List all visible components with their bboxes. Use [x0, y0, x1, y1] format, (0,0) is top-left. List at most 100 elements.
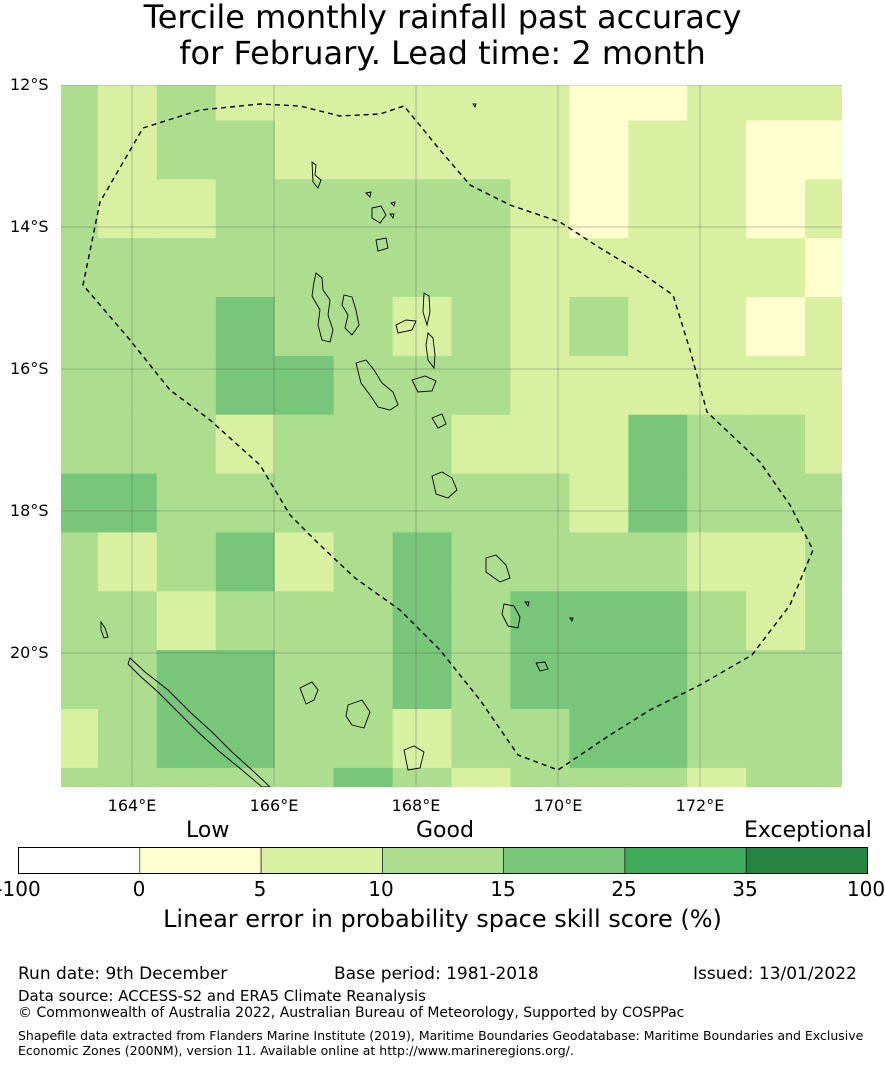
- grid-cell: [805, 414, 842, 475]
- grid-cell: [569, 355, 629, 416]
- colorbar-segment: [382, 847, 504, 874]
- loyalty-islands-lifou: [345, 699, 371, 729]
- epi-island: [431, 413, 447, 429]
- grid-cell: [451, 591, 511, 651]
- gaua-island: [371, 205, 387, 224]
- grid-cell: [628, 238, 688, 298]
- grid-cell: [61, 355, 99, 416]
- grid-cell: [215, 120, 276, 180]
- grid-cell: [156, 591, 217, 651]
- grid-cell: [510, 120, 570, 180]
- grid-cell: [805, 85, 842, 122]
- grid-cell: [97, 120, 158, 180]
- grid-cell: [61, 179, 99, 239]
- grid-cell: [392, 591, 453, 651]
- maewo-island: [422, 292, 431, 327]
- grid-cell: [61, 414, 99, 475]
- colorbar-tick-2: 5: [253, 877, 267, 901]
- grid-cell: [61, 297, 99, 357]
- grid-cell: [215, 414, 276, 475]
- colorbar-segment: [503, 847, 626, 874]
- grid-cell: [333, 414, 394, 475]
- grid-cell: [805, 179, 842, 239]
- grid-cell: [746, 591, 806, 651]
- grid-cell: [97, 591, 158, 651]
- grid-cell: [274, 238, 335, 298]
- small-island-4: [472, 103, 477, 109]
- grid-cell: [333, 532, 394, 592]
- grid-cell: [805, 650, 842, 710]
- grid-cell: [746, 120, 806, 180]
- lat-label-18s: 18°S: [10, 501, 49, 520]
- grid-cell: [215, 709, 276, 769]
- grid-cell: [333, 650, 394, 710]
- base-period: Base period: 1981-2018: [334, 964, 539, 984]
- grid-cell: [156, 709, 217, 769]
- colorbar-tick-1: 0: [132, 877, 146, 901]
- vanua-lava-island: [375, 237, 389, 252]
- grid-cell: [451, 767, 511, 787]
- grid-cell: [687, 650, 747, 710]
- grid-cell: [805, 355, 842, 416]
- grid-cell: [628, 414, 688, 475]
- lat-label-20s: 20°S: [10, 643, 49, 662]
- small-island-3: [389, 213, 395, 220]
- grid-cell: [61, 120, 99, 180]
- lon-label-164e: 164°E: [107, 796, 157, 815]
- grid-cell: [392, 650, 453, 710]
- grid-cell: [215, 591, 276, 651]
- grid-cell: [156, 85, 217, 122]
- colorbar-tick-3: 10: [368, 877, 394, 901]
- legend-category-exceptional: Exceptional: [744, 818, 872, 843]
- grid-cell: [569, 767, 629, 787]
- grid-cell: [451, 238, 511, 298]
- grid-cell: [569, 591, 629, 651]
- grid-cell: [451, 650, 511, 710]
- grid-cell: [805, 767, 842, 787]
- grid-cell: [746, 85, 806, 122]
- colorbar-segment: [624, 847, 747, 874]
- grid-cell: [392, 297, 453, 357]
- grid-cell: [628, 355, 688, 416]
- grid-cell: [97, 473, 158, 534]
- grid-cell: [569, 473, 629, 534]
- ambae-island: [395, 319, 417, 334]
- grid-cell: [628, 297, 688, 357]
- shapefile-credit-line2: Economic Zones (200NM), version 11. Avai…: [18, 1043, 574, 1058]
- grid-cell: [805, 120, 842, 180]
- grid-cell: [510, 532, 570, 592]
- colorbar-tick-7: 100: [846, 877, 885, 901]
- lat-label-14s: 14°S: [10, 217, 49, 236]
- grid-cell: [510, 709, 570, 769]
- grid-cell: [805, 473, 842, 534]
- grid-cell: [156, 297, 217, 357]
- grid-cell: [274, 709, 335, 769]
- grid-cell: [569, 532, 629, 592]
- new-caledonia: [127, 657, 271, 787]
- grid-cell: [746, 414, 806, 475]
- pentecost-island: [425, 332, 436, 370]
- colorbar-segment: [260, 847, 383, 874]
- grid-cell: [451, 179, 511, 239]
- shapefile-credit-line1: Shapefile data extracted from Flanders M…: [18, 1028, 864, 1043]
- grid-cell: [805, 238, 842, 298]
- grid-cell: [392, 767, 453, 787]
- grid-cell: [687, 179, 747, 239]
- grid-cell: [215, 179, 276, 239]
- malekula-island: [355, 359, 399, 411]
- grid-cell: [687, 709, 747, 769]
- grid-cell: [746, 179, 806, 239]
- grid-cell: [392, 85, 453, 122]
- small-island-2: [390, 201, 396, 207]
- grid-cell: [628, 85, 688, 122]
- grid-cell: [746, 532, 806, 592]
- grid-cell: [333, 709, 394, 769]
- colorbar-tick-5: 25: [611, 877, 637, 901]
- grid-cell: [746, 297, 806, 357]
- grid-cell: [274, 414, 335, 475]
- belep-islands: [100, 620, 109, 639]
- torres-islands: [311, 161, 322, 189]
- grid-cell: [628, 650, 688, 710]
- lon-label-172e: 172°E: [675, 796, 725, 815]
- grid-cell: [451, 414, 511, 475]
